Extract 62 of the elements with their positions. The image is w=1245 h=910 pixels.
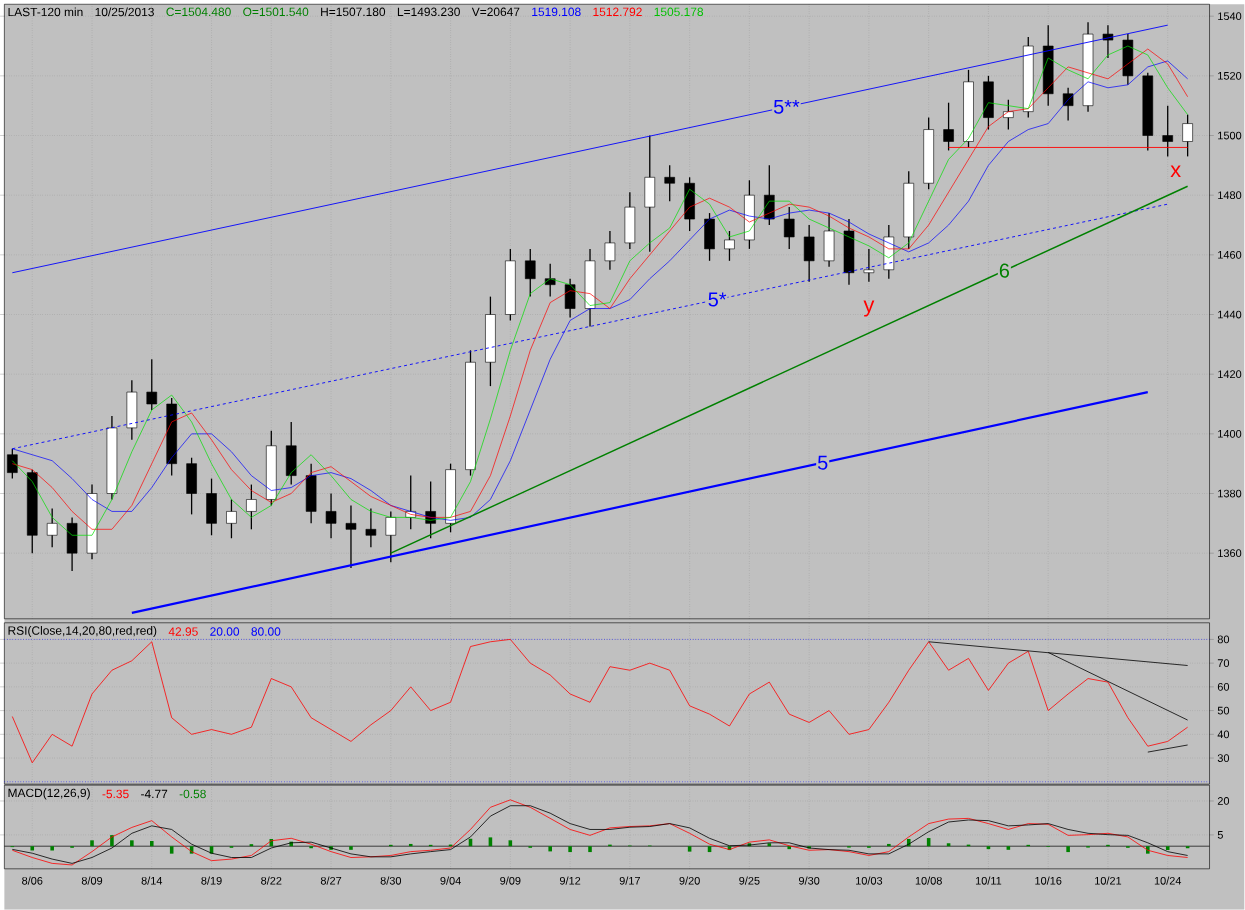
x-tick-label: 10/11 — [975, 876, 1002, 885]
x-tick-label: 10/16 — [1035, 876, 1062, 885]
x-tick-label: 8/30 — [380, 876, 402, 885]
x-tick-label: 9/12 — [559, 876, 581, 885]
annotation: 1505.178 — [654, 7, 704, 17]
annotation: 10/25/2013 — [95, 7, 154, 17]
y-tick-label: 40 — [1217, 730, 1230, 739]
annotation: -0.58 — [179, 789, 206, 799]
annotation: 20.00 — [210, 627, 240, 636]
y-tick-label: 1440 — [1218, 310, 1242, 319]
y-tick-label: 1360 — [1218, 549, 1242, 558]
y-tick-label: 20 — [1217, 797, 1230, 806]
y-tick-label: 1500 — [1218, 131, 1242, 140]
y-tick-label: 1480 — [1218, 191, 1242, 200]
y-tick-label: 1460 — [1218, 251, 1242, 259]
y-tick-label: 1380 — [1218, 489, 1242, 498]
series-label: 6 — [999, 263, 1010, 278]
annotation: L=1493.230 — [397, 7, 460, 17]
y-tick-label: 80 — [1217, 635, 1230, 644]
y-tick-label: 1520 — [1218, 72, 1242, 80]
x-tick-label: 9/04 — [440, 876, 461, 885]
y-tick-label: 50 — [1217, 706, 1230, 715]
x-tick-label: 8/22 — [261, 876, 282, 885]
annotation: 80.00 — [251, 627, 281, 636]
y-tick-label: 60 — [1217, 683, 1230, 691]
x-tick-label: 8/09 — [81, 876, 103, 885]
x-tick-label: 8/27 — [320, 876, 342, 885]
annotation: -4.77 — [141, 789, 168, 799]
x-tick-label: 10/08 — [915, 876, 942, 885]
x-tick-label: 10/24 — [1154, 876, 1182, 885]
annotation: C=1504.480 — [166, 7, 231, 17]
x-tick-label: 9/20 — [679, 876, 700, 885]
x-tick-label: 9/17 — [619, 876, 640, 885]
annotation: O=1501.540 — [243, 7, 309, 17]
x-tick-label: 9/09 — [500, 876, 521, 885]
y-tick-label: 1420 — [1218, 370, 1242, 379]
x-tick-label: 8/19 — [201, 876, 222, 885]
x-tick-label: 9/30 — [799, 876, 820, 885]
y-tick-label: 30 — [1217, 754, 1230, 763]
annotation: H=1507.180 — [321, 7, 386, 17]
series-label: 5** — [773, 100, 800, 114]
x-tick-label: 10/03 — [856, 876, 883, 885]
y-tick-label: 1400 — [1218, 430, 1242, 438]
series-label: 5 — [817, 455, 828, 470]
x-tick-label: 9/25 — [739, 876, 760, 885]
x-tick-label: 8/06 — [22, 876, 43, 885]
annotation: 1512.792 — [593, 7, 642, 17]
chart-title: MACD(12,26,9) — [8, 788, 90, 800]
annotation: x — [1170, 165, 1181, 178]
annotation: 42.95 — [168, 627, 198, 636]
x-tick-label: 10/21 — [1095, 876, 1122, 885]
y-tick-label: 70 — [1217, 659, 1230, 668]
annotation: -5.35 — [102, 789, 129, 799]
chart-title: LAST-120 min — [8, 7, 83, 17]
y-tick-label: 5 — [1217, 831, 1223, 839]
chart-title: RSI(Close,14,20,80,red,red) — [8, 626, 157, 638]
annotation: 1519.108 — [532, 7, 581, 17]
annotation: y — [863, 300, 875, 317]
x-tick-label: 8/14 — [141, 876, 163, 885]
y-tick-label: 1540 — [1218, 12, 1242, 21]
series-label: 5* — [708, 292, 727, 307]
annotation: V=20647 — [471, 7, 520, 17]
